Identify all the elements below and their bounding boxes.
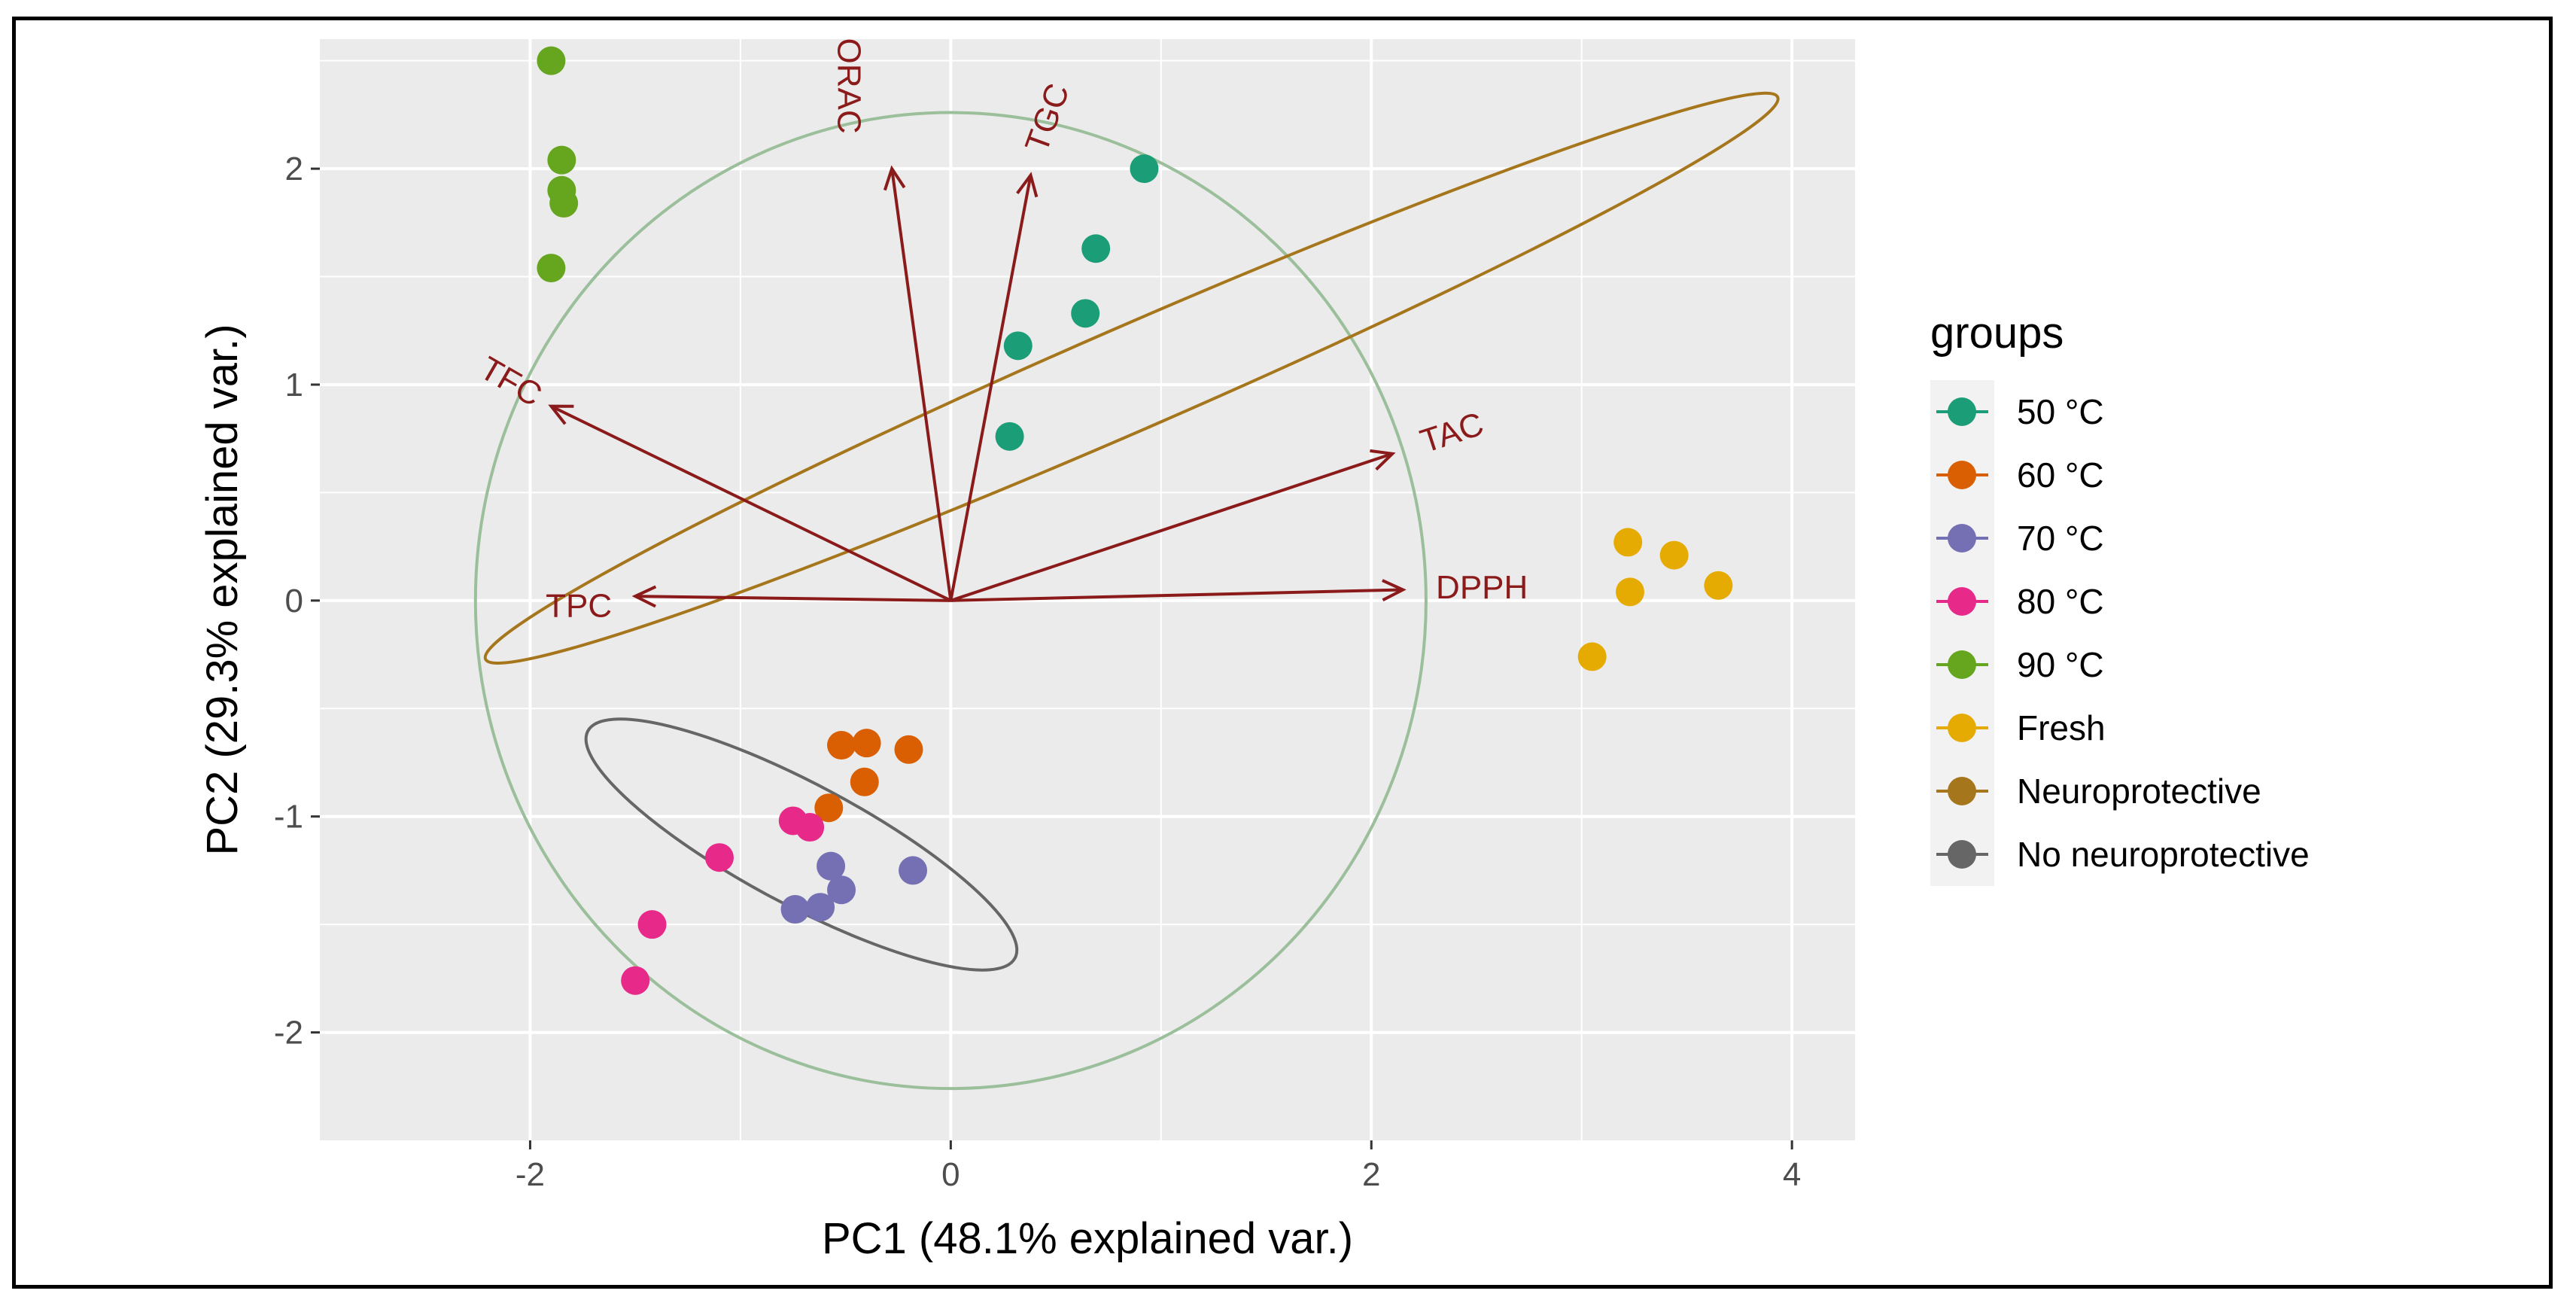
loading-arrow-head	[631, 585, 657, 608]
data-point	[780, 895, 810, 924]
y-tick-label: -2	[274, 1015, 303, 1052]
data-point	[537, 254, 566, 283]
legend-title: groups	[1930, 309, 2064, 358]
data-point	[549, 189, 579, 218]
axis-ticks: -2 0 2 4 -2 -1 0 1 2	[274, 151, 1802, 1193]
legend-key-dot	[1948, 714, 1976, 742]
y-tick-label: 1	[285, 367, 303, 403]
y-tick-label: 0	[285, 583, 303, 619]
legend-key-dot	[1948, 840, 1976, 869]
series-fresh	[1577, 528, 1733, 671]
data-point	[1003, 331, 1033, 361]
legend-key-background	[1930, 380, 1994, 886]
data-point	[995, 422, 1024, 451]
legend-items: 50 °C 60 °C 70 °C 80 °C 90 °C Fresh Neuroprote…	[1936, 392, 2310, 874]
legend-key-dot	[1948, 524, 1976, 553]
legend-key-dot	[1948, 397, 1976, 426]
data-point	[795, 813, 825, 842]
ellipse-neuroprotective	[483, 91, 1780, 665]
x-tick-label: -2	[516, 1156, 545, 1193]
loading-arrow-shaft	[550, 404, 952, 602]
data-point	[621, 966, 650, 995]
loading-tpc: TPC	[546, 585, 951, 625]
legend-item-60-c: 60 °C	[1936, 455, 2104, 495]
series-50-c	[995, 154, 1159, 451]
data-point	[1130, 154, 1159, 184]
legend-label: Neuroprotective	[2017, 772, 2261, 811]
legend-label: 70 °C	[2017, 519, 2104, 558]
minor-gridlines	[320, 39, 1855, 1140]
legend-label: Fresh	[2017, 708, 2106, 747]
data-point	[817, 851, 846, 881]
x-tick-label: 4	[1783, 1156, 1801, 1193]
legend-key-dot	[1948, 650, 1976, 679]
x-tick-label: 2	[1362, 1156, 1380, 1193]
data-point	[547, 145, 576, 175]
group-ellipses	[473, 91, 1780, 1091]
legend-label: No neuroprotective	[2017, 835, 2310, 874]
x-axis-title: PC1 (48.1% explained var.)	[822, 1214, 1353, 1263]
legend-item-50-c: 50 °C	[1936, 392, 2104, 431]
loading-arrow-shaft	[949, 175, 1033, 601]
loading-dpph: DPPH	[950, 569, 1528, 606]
loading-arrow-shaft	[890, 168, 953, 601]
legend-label: 80 °C	[2017, 582, 2104, 621]
data-point	[537, 46, 566, 75]
legend-key-dot	[1948, 587, 1976, 616]
legend-item-fresh: Fresh	[1936, 708, 2106, 747]
loading-arrow-shaft	[635, 595, 951, 602]
y-tick-label: -1	[274, 799, 303, 836]
data-point	[806, 893, 835, 922]
data-point	[814, 793, 844, 823]
loading-arrow-head	[548, 404, 574, 425]
legend-item-80-c: 80 °C	[1936, 582, 2104, 621]
data-point	[1577, 642, 1607, 671]
data-point	[852, 729, 881, 758]
legend: groups 50 °C 60 °C 70 °C 80 °C 90 °C Fresh Neu…	[1930, 309, 2310, 886]
loading-orac: ORAC	[830, 38, 953, 601]
loading-arrow-shaft	[950, 588, 1404, 602]
loading-label: ORAC	[830, 38, 867, 134]
series-90-c	[537, 46, 579, 283]
data-point	[850, 767, 879, 796]
data-point	[1071, 299, 1100, 328]
data-point	[899, 856, 928, 885]
legend-item-neuroprotective: Neuroprotective	[1936, 772, 2261, 811]
data-point	[894, 735, 923, 764]
loading-label: DPPH	[1436, 569, 1528, 606]
loading-arrow-head	[1370, 449, 1396, 471]
data-point	[827, 731, 856, 760]
loading-arrow-shaft	[950, 452, 1393, 602]
series-80-c	[621, 806, 825, 995]
legend-key-dot	[1948, 461, 1976, 489]
x-tick-label: 0	[941, 1156, 960, 1193]
data-point	[827, 875, 856, 905]
loading-arrow-head	[1382, 579, 1407, 601]
legend-item-90-c: 90 °C	[1936, 645, 2104, 684]
ellipse-no-neuroprotective	[584, 717, 1019, 972]
legend-key-dot	[1948, 777, 1976, 805]
data-point	[1659, 540, 1689, 570]
legend-label: 90 °C	[2017, 645, 2104, 684]
data-point	[704, 843, 734, 872]
data-point	[637, 910, 667, 939]
legend-label: 50 °C	[2017, 392, 2104, 431]
series-70-c	[780, 851, 928, 924]
correlation-circle	[473, 111, 1428, 1091]
y-axis-title: PC2 (29.3% explained var.)	[198, 324, 247, 855]
y-tick-label: 2	[285, 151, 303, 187]
data-point	[1704, 571, 1733, 600]
legend-item-70-c: 70 °C	[1936, 519, 2104, 558]
data-point	[1613, 528, 1643, 557]
series-60-c	[814, 729, 923, 823]
data-point	[1081, 234, 1111, 263]
loading-arrow-head	[1016, 172, 1039, 198]
legend-item-no-neuroprotective: No neuroprotective	[1936, 835, 2310, 874]
legend-label: 60 °C	[2017, 455, 2104, 495]
score-points	[537, 46, 1733, 995]
data-point	[1615, 577, 1644, 607]
loading-arrow-head	[883, 165, 906, 191]
loading-label: TPC	[546, 588, 612, 625]
